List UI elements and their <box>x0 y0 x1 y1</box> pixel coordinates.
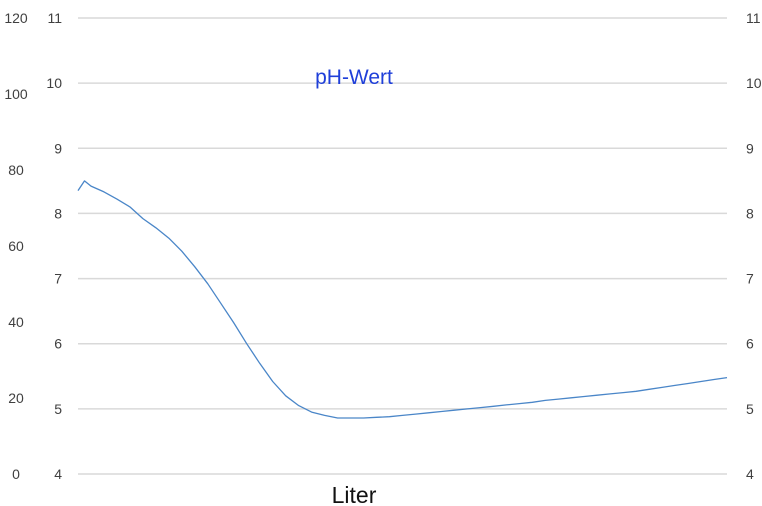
y-outer-tick-label: 40 <box>8 314 24 330</box>
y-outer-tick-label: 60 <box>8 238 24 254</box>
y-outer-tick-label: 100 <box>4 86 28 102</box>
y-outer-tick-label: 80 <box>8 162 24 178</box>
y-axis-outer-ticks: 0 20 40 60 80 100 120 <box>4 10 28 482</box>
y-right-tick-label: 6 <box>746 336 754 352</box>
y-inner-tick-label: 7 <box>54 271 62 287</box>
gridlines <box>78 17 727 475</box>
y-right-tick-label: 11 <box>746 10 761 26</box>
y-inner-tick-label: 10 <box>46 75 62 91</box>
y-axis-right-ticks: 4 5 6 7 8 9 10 11 <box>746 10 762 482</box>
y-right-tick-label: 7 <box>746 271 754 287</box>
y-outer-tick-label: 0 <box>12 466 20 482</box>
y-inner-tick-label: 4 <box>54 466 62 482</box>
y-right-tick-label: 4 <box>746 466 754 482</box>
series <box>77 180 728 419</box>
chart-title: pH-Wert <box>315 66 393 89</box>
y-right-tick-label: 8 <box>746 205 754 221</box>
y-inner-tick-label: 5 <box>54 401 62 417</box>
y-right-tick-label: 10 <box>746 75 762 91</box>
y-axis-inner-ticks: 4 5 6 7 8 9 10 11 <box>46 10 62 482</box>
y-inner-tick-label: 9 <box>54 140 62 156</box>
y-outer-tick-label: 120 <box>4 10 28 26</box>
y-right-tick-label: 5 <box>746 401 754 417</box>
x-axis-label: Liter <box>332 482 377 506</box>
y-inner-tick-label: 6 <box>54 336 62 352</box>
y-right-tick-label: 9 <box>746 140 754 156</box>
y-outer-tick-label: 20 <box>8 390 24 406</box>
y-inner-tick-label: 11 <box>47 10 62 26</box>
series-line <box>77 180 728 419</box>
y-inner-tick-label: 8 <box>54 205 62 221</box>
